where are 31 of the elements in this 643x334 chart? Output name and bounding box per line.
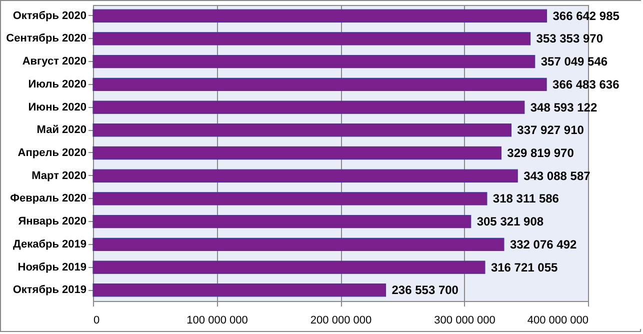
x-tick-label: 300 000 000 (434, 314, 496, 326)
y-tick-label: Март 2020 (32, 170, 86, 182)
y-tick-label: Август 2020 (22, 56, 86, 68)
data-label: 318 311 586 (492, 192, 560, 206)
y-tick-label: Сентябрь 2020 (6, 32, 86, 45)
data-label: 343 088 587 (524, 168, 591, 183)
y-tick-label: Октябрь 2019 (12, 284, 86, 296)
y-tick-label: Декабрь 2019 (12, 238, 86, 250)
data-label: 366 642 985 (552, 8, 620, 23)
y-tick-label: Апрель 2020 (18, 147, 86, 159)
y-tick-label: Октябрь 2020 (12, 10, 86, 22)
y-tick-label: Июль 2020 (28, 78, 86, 90)
data-label: 366 483 636 (552, 77, 620, 92)
data-label: 337 927 910 (517, 123, 584, 138)
data-label: 353 353 970 (536, 32, 604, 46)
x-tick-label: 200 000 000 (310, 314, 372, 326)
y-tick-label: Январь 2020 (18, 216, 86, 228)
data-label: 329 819 970 (507, 146, 574, 160)
data-label: 236 553 700 (392, 283, 459, 298)
y-tick-label: Февраль 2020 (10, 192, 86, 205)
data-label: 305 321 908 (476, 214, 544, 229)
x-tick-label: 100 000 000 (186, 314, 248, 326)
data-label: 332 076 492 (510, 237, 578, 252)
data-label: 348 593 122 (530, 100, 598, 114)
y-tick-label: Ноябрь 2019 (18, 261, 86, 274)
x-tick-label: 0 (94, 314, 100, 326)
y-tick-label: Июнь 2020 (28, 101, 86, 114)
x-tick-label: 400 000 000 (527, 314, 588, 326)
y-tick-label: Май 2020 (36, 124, 86, 136)
data-label: 357 049 546 (540, 54, 608, 69)
data-label: 316 721 055 (490, 260, 558, 274)
